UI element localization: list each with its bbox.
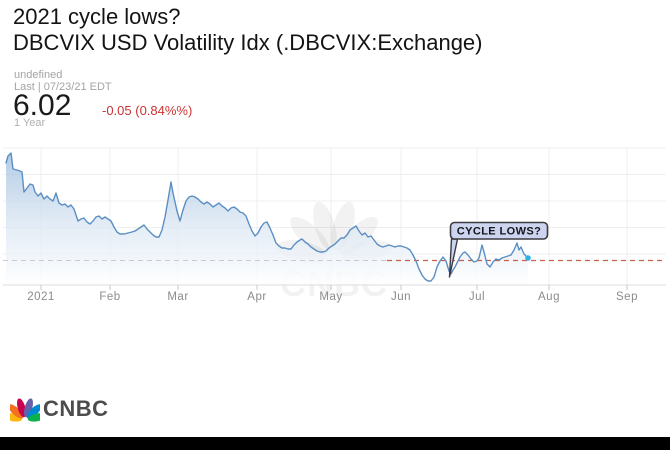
- svg-text:2021: 2021: [27, 291, 55, 303]
- cnbc-logo: CNBC: [10, 395, 109, 422]
- page-title: 2021 cycle lows? DBCVIX USD Volatility I…: [13, 4, 483, 56]
- svg-text:Apr: Apr: [247, 291, 266, 303]
- quote-range-label: 1 Year: [14, 117, 46, 129]
- svg-text:Aug: Aug: [538, 291, 560, 303]
- last-price-marker: [525, 255, 531, 261]
- svg-text:Jun: Jun: [391, 291, 411, 303]
- bottom-bar: [0, 437, 670, 450]
- peacock-icon: [10, 398, 40, 422]
- svg-text:Mar: Mar: [167, 291, 188, 303]
- page-title-line1: 2021 cycle lows?: [13, 4, 181, 29]
- price-chart[interactable]: CNBC CYCLE LOWS? 2021FebMarAprMayJunJulA…: [0, 140, 670, 310]
- page-title-line2: DBCVIX USD Volatility Idx (.DBCVIX:Excha…: [13, 30, 483, 55]
- svg-text:Feb: Feb: [99, 291, 120, 303]
- svg-text:Sep: Sep: [616, 291, 638, 303]
- quote-last-timestamp: Last | 07/23/21 EDT: [14, 81, 112, 93]
- cnbc-logo-text: CNBC: [43, 395, 109, 421]
- cycle-lows-annotation: CYCLE LOWS?: [448, 221, 549, 278]
- area-series: [6, 153, 528, 285]
- chart-canvas[interactable]: CNBC CYCLE LOWS? 2021FebMarAprMayJunJulA…: [0, 140, 670, 310]
- svg-text:CYCLE LOWS?: CYCLE LOWS?: [457, 226, 541, 238]
- svg-text:May: May: [319, 291, 342, 303]
- x-axis-labels: 2021 Feb Mar Apr May Jun Jul Aug Sep: [3, 284, 666, 303]
- quote-change: -0.05 (0.84%%): [102, 103, 193, 118]
- svg-text:Jul: Jul: [469, 291, 485, 303]
- quote-status: undefined: [14, 69, 63, 81]
- quote-last-price: 6.02: [13, 89, 72, 122]
